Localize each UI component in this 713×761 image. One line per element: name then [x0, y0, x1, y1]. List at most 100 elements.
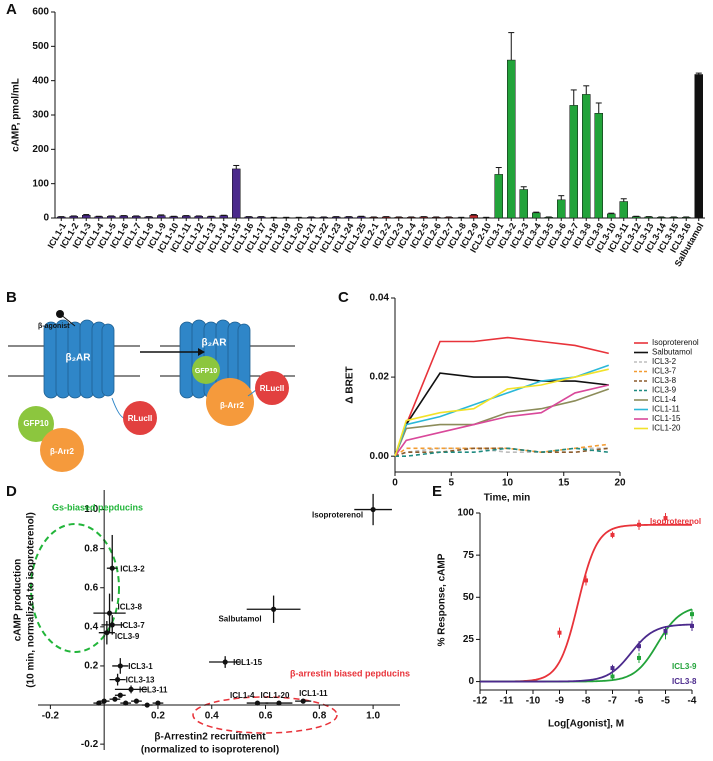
bar	[519, 189, 528, 219]
annotation-ellipse	[30, 523, 120, 653]
panel-letter: A	[6, 1, 17, 18]
label: β₂AR	[202, 338, 228, 349]
bar	[94, 216, 103, 219]
series-line	[394, 384, 609, 457]
y-axis-title: Δ BRET	[345, 366, 356, 403]
point	[117, 663, 123, 669]
y-axis-title: cAMP production	[13, 559, 24, 642]
x-tick-label: 5	[448, 478, 454, 489]
bar	[594, 113, 603, 219]
rlucii	[123, 401, 157, 435]
label: GFP10	[23, 419, 49, 428]
bar	[119, 215, 128, 219]
bar	[619, 201, 628, 219]
legend-label: ICL3-2	[652, 357, 677, 366]
point-label: ICL3-1	[128, 662, 153, 671]
point	[115, 677, 121, 683]
arrow-head	[198, 348, 205, 356]
series-line	[394, 372, 609, 457]
y-axis-title: % Response, cAMP	[437, 553, 448, 646]
x-tick-label: 20	[614, 478, 626, 489]
point	[128, 686, 134, 692]
point-label: Salbutamol	[218, 614, 261, 623]
x-tick-label: -4	[688, 696, 697, 707]
series-line	[394, 388, 610, 457]
bar	[632, 216, 641, 219]
panel-letter: D	[6, 483, 17, 500]
x-tick-label: 0.6	[259, 711, 273, 722]
gfp10	[192, 356, 220, 384]
series-label: ICL3-8	[672, 677, 697, 686]
gfp10	[18, 406, 54, 442]
point	[637, 644, 641, 649]
legend-label: Isoproterenol	[652, 338, 699, 347]
annotation: Gs-biased pepducins	[52, 502, 143, 512]
legend-label: ICL1-11	[652, 405, 680, 414]
y-tick-label: 0.2	[84, 661, 98, 672]
x-tick-label: 10	[502, 478, 514, 489]
point-label: ICL3-7	[120, 621, 145, 630]
bar	[582, 94, 591, 219]
point	[106, 610, 113, 616]
y-tick-label: 300	[32, 110, 49, 121]
point	[144, 702, 150, 708]
point-label: ICL3-8	[118, 602, 143, 611]
point	[254, 700, 261, 706]
x-tick-label: 0.8	[312, 711, 326, 722]
point-label: ICL1-15	[233, 658, 262, 667]
bar	[132, 216, 141, 219]
x-axis-title: (normalized to isoproterenol)	[141, 745, 279, 756]
x-tick-label: 0.2	[151, 711, 165, 722]
diagram-b: B β-agonist β₂AR RLucII GFP10 β-Arr2	[6, 289, 295, 472]
bar	[82, 215, 91, 219]
point	[584, 578, 588, 583]
legend-label: ICL3-9	[652, 386, 677, 395]
y-tick-label: 1.0	[84, 504, 98, 515]
series-line	[394, 364, 610, 457]
bar	[532, 212, 541, 219]
series-line	[395, 447, 609, 457]
point	[663, 516, 668, 521]
bar	[69, 216, 78, 219]
x-tick-label: -12	[473, 696, 488, 707]
point	[370, 506, 376, 513]
bar	[157, 215, 166, 219]
y-tick-label: 0	[43, 213, 49, 224]
point	[276, 700, 282, 706]
point	[101, 698, 107, 704]
y-tick-label: 0.02	[370, 372, 390, 383]
panel-letter: E	[432, 483, 442, 500]
y-tick-label: -0.2	[81, 739, 99, 750]
series-label: Isoproterenol	[650, 517, 701, 526]
label: RLucII	[128, 414, 152, 423]
label: GFP10	[195, 368, 217, 375]
agonist-link	[59, 313, 76, 327]
point	[109, 565, 115, 571]
bar	[569, 105, 578, 219]
x-tick-label: -6	[635, 696, 644, 707]
label: β₂AR	[66, 353, 92, 364]
legend-label: ICL1-20	[652, 424, 681, 433]
x-tick-label: -9	[555, 696, 564, 707]
y-tick-label: 0.04	[370, 293, 390, 304]
y-tick-label: 50	[463, 592, 475, 603]
receptor	[43, 319, 115, 399]
x-tick-label: -8	[582, 696, 591, 707]
y-tick-label: 0.6	[84, 582, 98, 593]
bar	[557, 199, 566, 219]
fit-curve	[480, 608, 693, 683]
panel-letter: B	[6, 289, 17, 306]
point	[637, 522, 641, 527]
bar	[469, 215, 478, 219]
point	[117, 692, 123, 698]
bar	[607, 213, 616, 219]
point-label: ICL1-20	[261, 691, 290, 700]
point	[557, 630, 562, 635]
series-line	[394, 336, 609, 457]
point	[104, 630, 110, 636]
label: β-Arr2	[50, 447, 75, 456]
x-tick-label: -11	[500, 696, 514, 707]
point-label: ICL3-11	[139, 686, 168, 695]
y-tick-label: 0.4	[84, 621, 98, 632]
point	[637, 655, 641, 660]
